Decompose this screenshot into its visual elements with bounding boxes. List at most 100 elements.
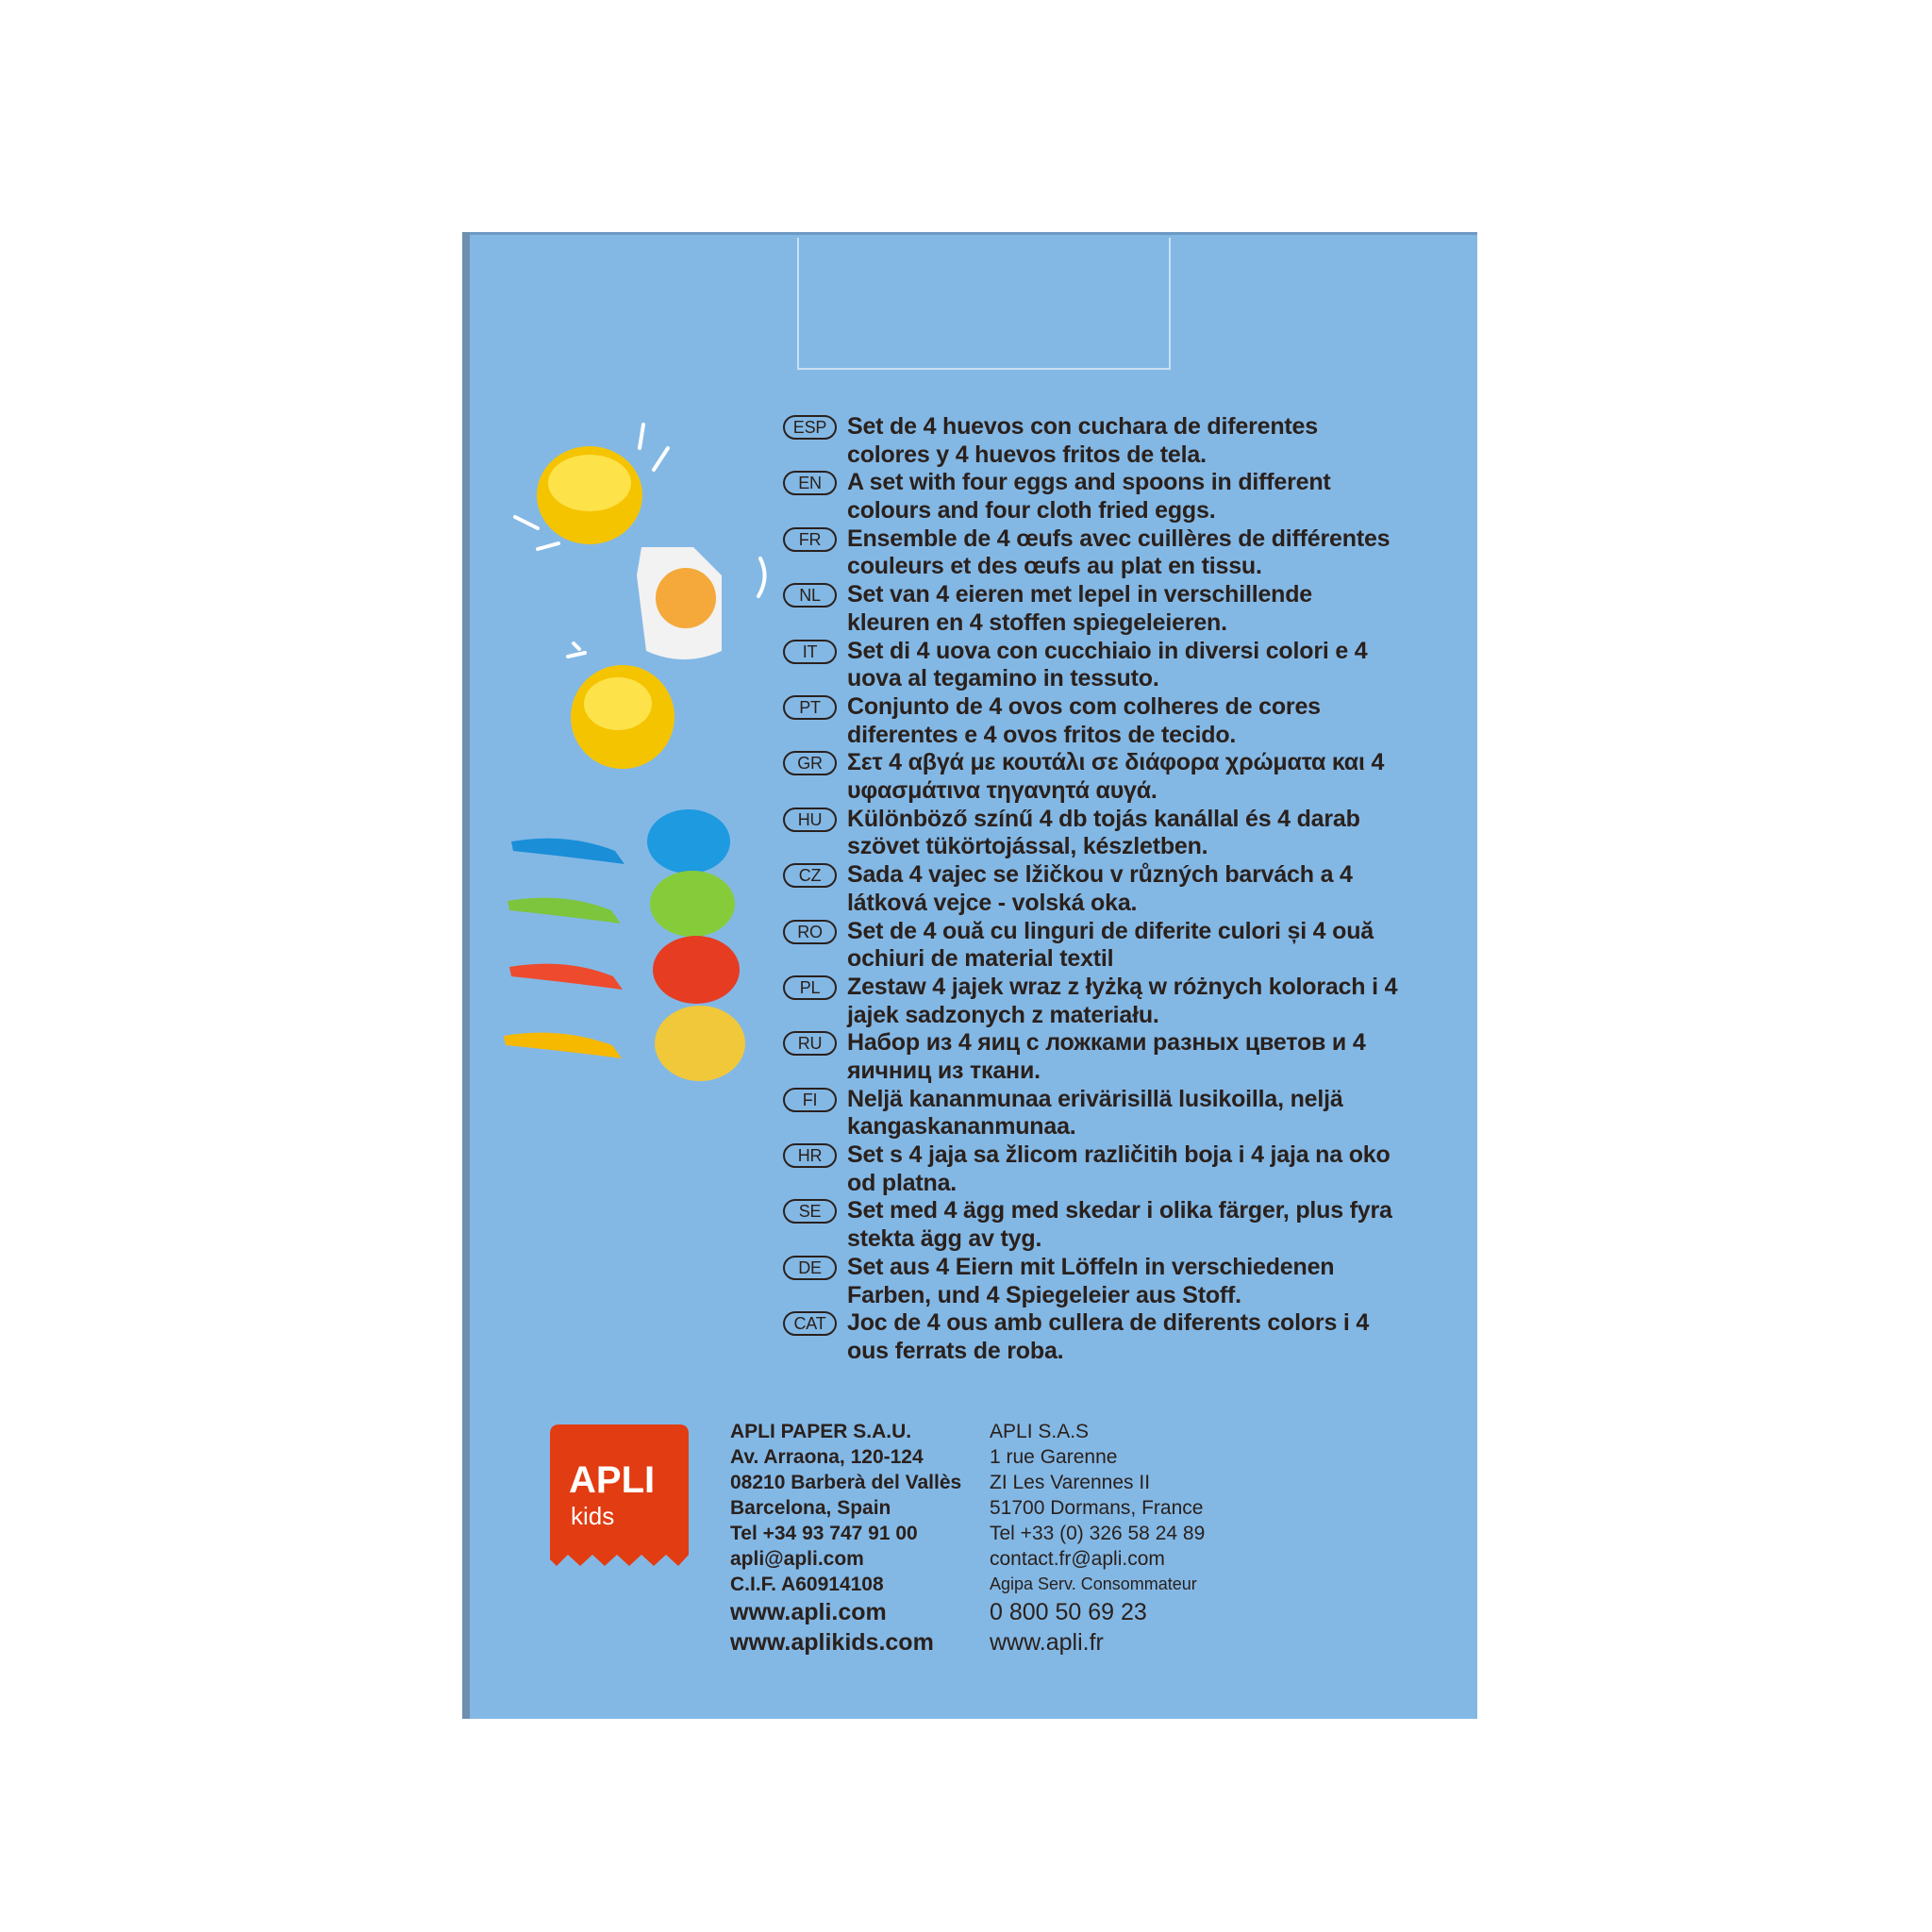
description-line: ous ferrats de roba. — [847, 1337, 1064, 1364]
description-line: Zestaw 4 jajek wraz z łyżką w różnych ko… — [847, 973, 1398, 1000]
address-line: Agipa Serv. Consommateur — [990, 1574, 1197, 1593]
language-code-badge: IT — [783, 639, 837, 664]
blue-spoon-egg — [511, 809, 730, 874]
address-line[interactable]: contact.fr@apli.com — [990, 1548, 1165, 1570]
language-entry: IT Set di 4 uova con cucchiaio in diversi… — [783, 638, 1462, 693]
description-line: látková vejce - volská oka. — [847, 889, 1138, 916]
fried-egg-cloth — [637, 547, 722, 659]
address-line[interactable]: apli@apli.com — [730, 1548, 864, 1570]
language-entry: RU Набор из 4 яиц с ложками разных цветов… — [783, 1029, 1462, 1085]
language-code-badge: FI — [783, 1087, 837, 1112]
box-flap — [797, 238, 1171, 370]
yellow-spoon-egg — [504, 1006, 745, 1081]
language-code-badge: NL — [783, 583, 837, 608]
address-line: Tel +34 93 747 91 00 — [730, 1523, 918, 1544]
language-code-badge: HR — [783, 1143, 837, 1169]
product-illustration — [504, 423, 767, 1081]
language-entry: RO Set de 4 ouă cu linguri de diferite cu… — [783, 918, 1462, 974]
address-line: 1 rue Garenne — [990, 1446, 1118, 1468]
description-line: Σετ 4 αβγά με κουτάλι σε διάφορα χρώματα… — [847, 749, 1385, 776]
yellow-egg-open — [537, 446, 642, 544]
website-link[interactable]: www.apli.com — [730, 1599, 887, 1625]
description-line: uova al tegamino in tessuto. — [847, 665, 1159, 692]
svg-text:kids: kids — [571, 1502, 614, 1530]
description-line: Ensemble de 4 œufs avec cuillères de dif… — [847, 525, 1391, 552]
sparkle-lines-icon — [513, 423, 767, 658]
description-line: Joc de 4 ous amb cullera de diferents co… — [847, 1309, 1370, 1337]
svg-text:APLI: APLI — [569, 1459, 655, 1501]
description-line: Farben, und 4 Spiegeleier aus Stoff. — [847, 1281, 1241, 1308]
language-entry: ESP Set de 4 huevos con cuchara de difere… — [783, 413, 1462, 469]
address-line: 08210 Barberà del Vallès — [730, 1472, 962, 1493]
language-code-badge: DE — [783, 1255, 837, 1280]
description-line: couleurs et des œufs au plat en tissu. — [847, 553, 1262, 580]
language-entry: PL Zestaw 4 jajek wraz z łyżką w różnych … — [783, 974, 1462, 1029]
language-code-badge: PT — [783, 694, 837, 720]
language-code-badge: ESP — [783, 415, 837, 440]
description-line: яичниц из ткани. — [847, 1058, 1041, 1084]
description-line: Neljä kananmunaa erivärisillä lusikoilla… — [847, 1085, 1343, 1112]
description-line: Set aus 4 Eiern mit Löffeln in verschied… — [847, 1253, 1335, 1280]
website-link[interactable]: www.aplikids.com — [730, 1629, 934, 1656]
website-link[interactable]: www.apli.fr — [990, 1629, 1104, 1656]
description-line: Набор из 4 яиц с ложками разных цветов и… — [847, 1029, 1366, 1057]
description-line: diferentes e 4 ovos fritos de tecido. — [847, 721, 1237, 748]
language-entry: PT Conjunto de 4 ovos com colheres de cor… — [783, 693, 1462, 749]
description-line: szövet tükörtojással, készletben. — [847, 833, 1208, 860]
website-link[interactable]: 0 800 50 69 23 — [990, 1599, 1147, 1625]
language-code-badge: RU — [783, 1031, 837, 1057]
language-entry: DE Set aus 4 Eiern mit Löffeln in verschi… — [783, 1254, 1462, 1309]
description-line: Set med 4 ägg med skedar i olika färger,… — [847, 1197, 1392, 1224]
language-entry: HR Set s 4 jaja sa žlicom različitih boja… — [783, 1141, 1462, 1197]
language-code-badge: SE — [783, 1199, 837, 1224]
language-code-badge: EN — [783, 471, 837, 496]
language-entry: FR Ensemble de 4 œufs avec cuillères de d… — [783, 525, 1462, 581]
description-line: Conjunto de 4 ovos com colheres de cores — [847, 692, 1321, 720]
address-line: APLI PAPER S.A.U. — [730, 1421, 912, 1442]
address-line: Av. Arraona, 120-124 — [730, 1446, 924, 1468]
address-france: APLI S.A.S 1 rue Garenne ZI Les Varennes I… — [990, 1419, 1205, 1657]
language-code-badge: FR — [783, 526, 837, 552]
description-line: colours and four cloth fried eggs. — [847, 497, 1216, 525]
address-line: APLI S.A.S — [990, 1421, 1090, 1442]
language-entry: CAT Joc de 4 ous amb cullera de diferents… — [783, 1309, 1462, 1365]
description-line: kleuren en 4 stoffen spiegeleieren. — [847, 608, 1227, 636]
language-entry: CZ Sada 4 vajec se lžičkou v různých barv… — [783, 861, 1462, 917]
description-line: od platna. — [847, 1169, 958, 1196]
description-line: Különböző színű 4 db tojás kanállal és 4… — [847, 805, 1360, 832]
language-code-badge: CZ — [783, 863, 837, 889]
description-line: colores y 4 huevos fritos de tela. — [847, 441, 1207, 468]
language-entry: FI Neljä kananmunaa erivärisillä lusikoil… — [783, 1086, 1462, 1141]
address-line: 51700 Dormans, France — [990, 1497, 1204, 1519]
language-entry: HU Különböző színű 4 db tojás kanállal és… — [783, 806, 1462, 861]
language-code-badge: HU — [783, 807, 837, 832]
language-code-badge: CAT — [783, 1311, 837, 1337]
description-line: Set s 4 jaja sa žlicom različitih boja i… — [847, 1141, 1391, 1169]
description-line: Set de 4 ouă cu linguri de diferite culo… — [847, 917, 1374, 944]
language-entry: GR Σετ 4 αβγά με κουτάλι σε διάφορα χρώμα… — [783, 749, 1462, 805]
address-line: C.I.F. A60914108 — [730, 1574, 884, 1595]
description-line: Sada 4 vajec se lžičkou v různých barvác… — [847, 861, 1353, 889]
address-spain: APLI PAPER S.A.U. Av. Arraona, 120-124 082… — [730, 1419, 961, 1657]
language-code-badge: GR — [783, 751, 837, 776]
description-line: ochiuri de material textil — [847, 945, 1114, 973]
yellow-egg — [571, 665, 675, 769]
description-line: A set with four eggs and spoons in diffe… — [847, 469, 1331, 496]
description-line: υφασμάτινα τηγανητά αυγά. — [847, 777, 1158, 805]
green-spoon-egg — [508, 871, 735, 937]
language-entry: SE Set med 4 ägg med skedar i olika färge… — [783, 1197, 1462, 1253]
language-code-badge: PL — [783, 974, 837, 1000]
apli-kids-logo: APLI kids — [550, 1424, 689, 1566]
red-spoon-egg — [509, 936, 740, 1004]
description-line: jajek sadzonych z materiału. — [847, 1001, 1159, 1028]
description-line: Set van 4 eieren met lepel in verschille… — [847, 581, 1313, 608]
address-line: Tel +33 (0) 326 58 24 89 — [990, 1523, 1206, 1544]
description-list: ESP Set de 4 huevos con cuchara de difere… — [783, 413, 1462, 1366]
address-line: Barcelona, Spain — [730, 1497, 891, 1519]
description-line: Set di 4 uova con cucchiaio in diversi c… — [847, 637, 1368, 664]
description-line: kangaskananmunaa. — [847, 1113, 1076, 1141]
language-entry: EN A set with four eggs and spoons in dif… — [783, 469, 1462, 525]
address-line: ZI Les Varennes II — [990, 1472, 1151, 1493]
description-line: stekta ägg av tyg. — [847, 1225, 1042, 1253]
language-code-badge: RO — [783, 919, 837, 944]
